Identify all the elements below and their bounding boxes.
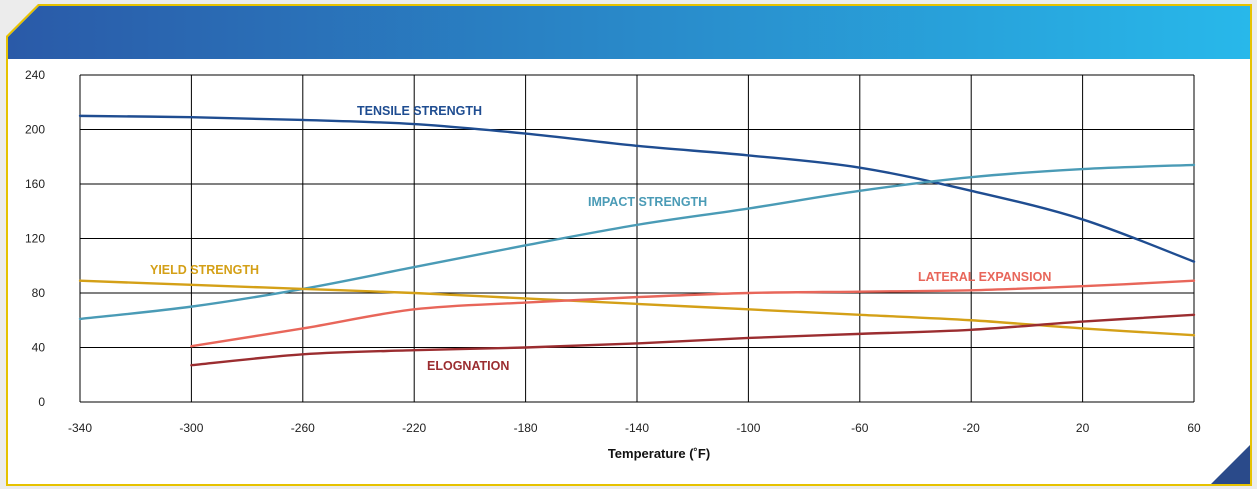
series-label-tensile-strength: TENSILE STRENGTH [357, 104, 482, 118]
x-tick-label: -180 [514, 421, 538, 435]
x-tick-label: -260 [291, 421, 315, 435]
panel-background [8, 6, 1250, 484]
series-label-lateral-expansion: LATERAL EXPANSION [918, 270, 1051, 284]
y-tick-label: 40 [32, 341, 46, 355]
series-line-lateral-expansion [190, 279, 1196, 348]
y-tick-label: 0 [38, 395, 45, 409]
series-line-tensile-strength [78, 114, 1196, 263]
y-tick-label: 200 [25, 123, 45, 137]
series-label-impact-strength: IMPACT STRENGTH [588, 195, 707, 209]
series-label-elognation: ELOGNATION [427, 359, 509, 373]
y-tick-label: 160 [25, 177, 45, 191]
header-bar [8, 6, 1250, 59]
x-tick-label: -140 [625, 421, 649, 435]
series-line-impact-strength [78, 163, 1196, 321]
x-axis-title: Temperature (˚F) [608, 446, 710, 461]
x-tick-label: 60 [1187, 421, 1201, 435]
series-line-elognation [190, 313, 1196, 367]
x-tick-label: -300 [179, 421, 203, 435]
series-line-yield-strength [78, 279, 1196, 337]
series-label-yield-strength: YIELD STRENGTH [150, 263, 259, 277]
x-tick-label: -20 [963, 421, 981, 435]
y-tick-label: 80 [32, 286, 46, 300]
corner-accent [1211, 445, 1250, 484]
x-tick-label: -340 [68, 421, 92, 435]
x-tick-label: -100 [736, 421, 760, 435]
x-tick-label: -220 [402, 421, 426, 435]
x-tick-label: 20 [1076, 421, 1090, 435]
x-tick-label: -60 [851, 421, 869, 435]
y-tick-label: 240 [25, 68, 45, 82]
y-tick-label: 120 [25, 232, 45, 246]
